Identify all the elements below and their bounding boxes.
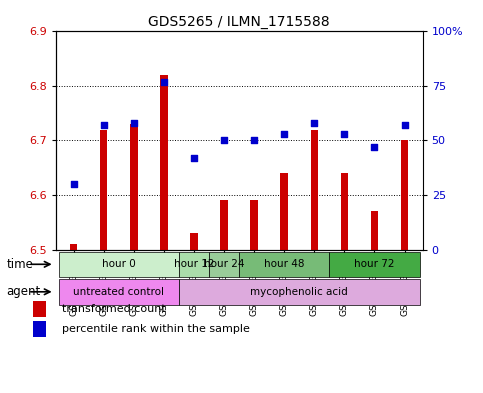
Bar [371,211,378,250]
Text: hour 48: hour 48 [264,259,304,269]
Bar [179,252,209,277]
Text: percentile rank within the sample: percentile rank within the sample [62,325,250,334]
Text: hour 12: hour 12 [174,259,214,269]
Bar [130,124,138,250]
Bar [33,301,46,317]
Text: hour 24: hour 24 [204,259,244,269]
Point [70,181,77,187]
Bar [58,252,179,277]
Bar [160,75,168,250]
Bar [329,252,420,277]
Bar [33,321,46,337]
Bar [179,279,420,305]
Point [130,120,138,126]
Point [280,131,288,137]
Title: GDS5265 / ILMN_1715588: GDS5265 / ILMN_1715588 [148,15,330,29]
Bar [341,173,348,250]
Bar [190,233,198,250]
Text: mycophenolic acid: mycophenolic acid [250,287,348,297]
Bar [401,140,408,250]
Point [341,131,348,137]
Text: agent: agent [6,285,41,298]
Point [190,155,198,161]
Point [100,122,108,129]
Bar [220,200,228,250]
Bar [281,173,288,250]
Point [160,79,168,85]
Bar [100,130,107,250]
Text: untreated control: untreated control [73,287,164,297]
Text: hour 72: hour 72 [354,259,395,269]
Bar [209,252,239,277]
Point [250,137,258,143]
Point [311,120,318,126]
Bar [70,244,77,250]
Bar [311,130,318,250]
Text: transformed count: transformed count [62,304,166,314]
Bar [239,252,329,277]
Text: time: time [6,258,33,271]
Point [370,144,378,150]
Point [220,137,228,143]
Point [401,122,409,129]
Text: hour 0: hour 0 [102,259,136,269]
Bar [58,279,179,305]
Bar [250,200,258,250]
